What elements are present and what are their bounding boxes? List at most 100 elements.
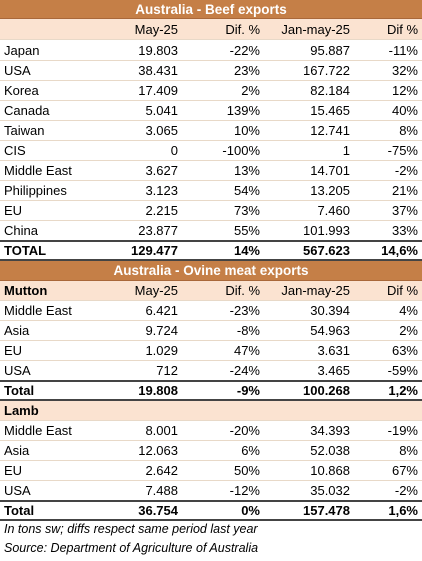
- ytd-diff-cell: 40%: [391, 103, 418, 118]
- month-diff-cell: 23%: [233, 63, 260, 78]
- region-cell: USA: [4, 483, 31, 498]
- total-month-diff: 14%: [233, 243, 260, 258]
- mutton-section-label: Mutton: [4, 283, 48, 298]
- mutton-total-row: Total 19.808 -9% 100.268 1,2%: [0, 380, 422, 401]
- country-cell: CIS: [4, 143, 26, 158]
- country-cell: USA: [4, 63, 31, 78]
- ovine-title-bar: Australia - Ovine meat exports: [0, 261, 422, 281]
- ytd-value-cell: 3.631: [317, 343, 350, 358]
- ytd-diff-cell: 4%: [399, 303, 418, 318]
- month-diff-cell: 47%: [233, 343, 260, 358]
- ytd-diff-cell: -75%: [387, 143, 418, 158]
- country-cell: Philippines: [4, 183, 67, 198]
- table-row: Asia 9.724 -8% 54.963 2%: [0, 321, 422, 341]
- ytd-value-cell: 35.032: [310, 483, 350, 498]
- ytd-value-cell: 10.868: [310, 463, 350, 478]
- month-value-cell: 3.123: [145, 183, 178, 198]
- ytd-value-cell: 13.205: [310, 183, 350, 198]
- mutton-header-month-diff: Dif. %: [225, 283, 260, 298]
- region-cell: EU: [4, 343, 23, 358]
- table-row: China 23.877 55% 101.993 33%: [0, 221, 422, 240]
- total-ytd-value: 100.268: [303, 383, 350, 398]
- country-cell: Japan: [4, 42, 40, 58]
- table-row: Korea 17.409 2% 82.184 12%: [0, 81, 422, 101]
- beef-title: Australia - Beef exports: [135, 1, 287, 17]
- ytd-value-cell: 54.963: [310, 323, 350, 338]
- mutton-header-ytd-diff: Dif %: [386, 283, 418, 298]
- ytd-value-cell: 30.394: [310, 303, 350, 318]
- ytd-diff-cell: -11%: [388, 42, 418, 58]
- total-ytd-value: 157.478: [303, 503, 350, 518]
- ytd-value-cell: 52.038: [310, 443, 350, 458]
- month-diff-cell: 2%: [241, 83, 260, 98]
- total-month-value: 19.808: [138, 383, 178, 398]
- ytd-diff-cell: 63%: [391, 343, 418, 358]
- month-value-cell: 23.877: [138, 223, 178, 238]
- month-value-cell: 2.215: [145, 203, 178, 218]
- table-row: Middle East 6.421 -23% 30.394 4%: [0, 301, 422, 321]
- table-row: EU 1.029 47% 3.631 63%: [0, 341, 422, 361]
- ytd-value-cell: 7.460: [317, 203, 350, 218]
- ytd-diff-cell: -59%: [387, 363, 418, 378]
- region-cell: USA: [4, 363, 31, 378]
- ytd-diff-cell: 32%: [391, 63, 418, 78]
- ytd-diff-cell: -2%: [394, 163, 418, 178]
- ytd-diff-cell: 2%: [399, 323, 418, 338]
- month-diff-cell: 13%: [233, 163, 260, 178]
- units-note: In tons sw; diffs respect same period la…: [4, 522, 258, 536]
- beef-header-country: [4, 19, 110, 39]
- table-row: Middle East 8.001 -20% 34.393 -19%: [0, 421, 422, 441]
- table-row: Canada 5.041 139% 15.465 40%: [0, 101, 422, 121]
- region-cell: Middle East: [4, 303, 72, 318]
- month-diff-cell: -8%: [236, 323, 260, 338]
- month-diff-cell: 50%: [233, 463, 260, 478]
- ytd-diff-cell: 67%: [391, 463, 418, 478]
- table-row: Asia 12.063 6% 52.038 8%: [0, 441, 422, 461]
- beef-title-bar: Australia - Beef exports: [0, 0, 422, 19]
- month-diff-cell: 139%: [226, 103, 260, 118]
- month-diff-cell: 54%: [233, 183, 260, 198]
- total-month-diff: 0%: [241, 503, 260, 518]
- beef-total-row: TOTAL 129.477 14% 567.623 14,6%: [0, 240, 422, 261]
- ytd-diff-cell: 33%: [391, 223, 418, 238]
- ytd-value-cell: 3.465: [317, 363, 350, 378]
- month-value-cell: 2.642: [145, 463, 178, 478]
- table-row: CIS 0 -100% 1 -75%: [0, 141, 422, 161]
- total-label: TOTAL: [4, 243, 47, 258]
- lamb-total-row: Total 36.754 0% 157.478 1,6%: [0, 500, 422, 521]
- ytd-value-cell: 101.993: [303, 223, 350, 238]
- month-diff-cell: -100%: [222, 143, 260, 158]
- beef-header-ytd-diff: Dif %: [386, 21, 418, 37]
- month-value-cell: 6.421: [145, 303, 178, 318]
- month-diff-cell: 73%: [233, 203, 260, 218]
- month-value-cell: 17.409: [138, 83, 178, 98]
- month-diff-cell: -23%: [229, 303, 260, 318]
- ytd-value-cell: 14.701: [310, 163, 350, 178]
- country-cell: Taiwan: [4, 123, 45, 138]
- ytd-diff-cell: -19%: [387, 423, 418, 438]
- region-cell: Asia: [4, 443, 30, 458]
- month-value-cell: 1.029: [145, 343, 178, 358]
- month-value-cell: 12.063: [138, 443, 178, 458]
- month-diff-cell: 6%: [241, 443, 260, 458]
- month-diff-cell: -20%: [229, 423, 260, 438]
- ytd-value-cell: 167.722: [303, 63, 350, 78]
- month-value-cell: 5.041: [145, 103, 178, 118]
- beef-header-ytd: Jan-may-25: [281, 21, 350, 37]
- table-row: USA 7.488 -12% 35.032 -2%: [0, 481, 422, 500]
- country-cell: China: [4, 223, 38, 238]
- month-diff-cell: -24%: [229, 363, 260, 378]
- total-ytd-diff: 14,6%: [381, 243, 418, 258]
- table-row: USA 38.431 23% 167.722 32%: [0, 61, 422, 81]
- mutton-header-month: May-25: [134, 283, 178, 298]
- ytd-value-cell: 95.887: [310, 42, 350, 58]
- ytd-diff-cell: 21%: [391, 183, 418, 198]
- total-ytd-diff: 1,2%: [388, 383, 418, 398]
- ytd-value-cell: 1: [342, 143, 350, 158]
- region-cell: Asia: [4, 323, 30, 338]
- beef-header-row: May-25 Dif. % Jan-may-25 Dif %: [0, 19, 422, 40]
- lamb-section-label: Lamb: [4, 403, 39, 418]
- source-note: Source: Department of Agriculture of Aus…: [4, 541, 259, 555]
- total-month-value: 129.477: [131, 243, 178, 258]
